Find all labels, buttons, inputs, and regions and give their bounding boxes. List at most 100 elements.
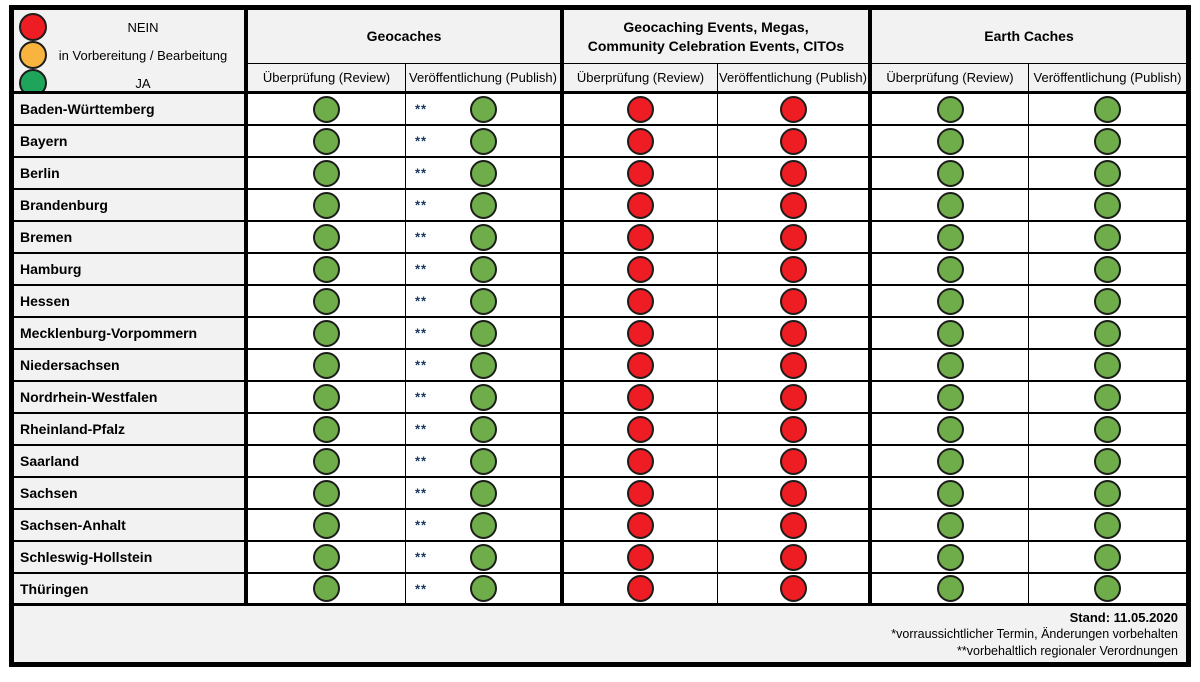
status-cell bbox=[248, 446, 406, 478]
status-cell: ** bbox=[406, 222, 564, 254]
legend-item-ja: JA bbox=[19, 69, 239, 91]
green-status-icon bbox=[936, 351, 964, 379]
status-cell bbox=[718, 126, 872, 158]
status-cell bbox=[564, 94, 718, 126]
footnote-marker: ** bbox=[415, 101, 428, 117]
status-cell: ** bbox=[406, 510, 564, 542]
green-status-icon bbox=[469, 479, 497, 507]
status-cell bbox=[248, 94, 406, 126]
orange-status-icon bbox=[19, 41, 47, 69]
red-status-icon bbox=[627, 255, 654, 283]
status-cell bbox=[718, 574, 872, 606]
green-status-icon bbox=[1094, 351, 1121, 379]
status-cell: ** bbox=[406, 286, 564, 318]
state-name: Schleswig-Hollstein bbox=[14, 542, 248, 574]
green-status-icon bbox=[469, 415, 497, 443]
status-cell: ** bbox=[406, 350, 564, 382]
status-cell bbox=[564, 222, 718, 254]
status-cell bbox=[872, 286, 1029, 318]
status-cell bbox=[718, 478, 872, 510]
state-name: Brandenburg bbox=[14, 190, 248, 222]
status-cell bbox=[718, 222, 872, 254]
red-status-icon bbox=[779, 415, 807, 443]
status-cell bbox=[1029, 222, 1186, 254]
red-status-icon bbox=[779, 543, 807, 571]
status-cell bbox=[564, 574, 718, 606]
red-status-icon bbox=[779, 319, 807, 347]
status-cell: ** bbox=[406, 446, 564, 478]
red-status-icon bbox=[627, 479, 654, 507]
status-cell: ** bbox=[406, 158, 564, 190]
state-name: Hessen bbox=[14, 286, 248, 318]
status-cell bbox=[1029, 94, 1186, 126]
footnote-marker: ** bbox=[415, 421, 428, 437]
green-status-icon bbox=[936, 287, 964, 315]
status-cell bbox=[564, 158, 718, 190]
green-status-icon bbox=[936, 127, 964, 155]
state-name: Nordrhein-Westfalen bbox=[14, 382, 248, 414]
green-status-icon bbox=[936, 319, 964, 347]
footnote-marker: ** bbox=[415, 325, 428, 341]
status-cell bbox=[564, 446, 718, 478]
red-status-icon bbox=[627, 127, 654, 155]
red-status-icon bbox=[627, 415, 654, 443]
green-status-icon bbox=[469, 127, 497, 155]
status-cell bbox=[872, 222, 1029, 254]
red-status-icon bbox=[627, 543, 654, 571]
red-status-icon bbox=[779, 351, 807, 379]
green-status-icon bbox=[1094, 287, 1121, 315]
footnote-marker: ** bbox=[415, 357, 428, 373]
status-cell bbox=[248, 478, 406, 510]
status-cell: ** bbox=[406, 190, 564, 222]
red-status-icon bbox=[779, 479, 807, 507]
subheader-events-review: Überprüfung (Review) bbox=[564, 64, 718, 94]
status-cell: ** bbox=[406, 94, 564, 126]
red-status-icon bbox=[19, 13, 47, 41]
status-cell bbox=[718, 446, 872, 478]
footnote-marker: ** bbox=[415, 453, 428, 469]
green-status-icon bbox=[313, 383, 340, 411]
status-cell: ** bbox=[406, 254, 564, 286]
subheader-geocaches-review: Überprüfung (Review) bbox=[248, 64, 406, 94]
state-name: Rheinland-Pfalz bbox=[14, 414, 248, 446]
green-status-icon bbox=[313, 479, 340, 507]
status-cell bbox=[248, 254, 406, 286]
status-cell bbox=[248, 414, 406, 446]
green-status-icon bbox=[469, 159, 497, 187]
status-cell: ** bbox=[406, 542, 564, 574]
status-cell bbox=[872, 126, 1029, 158]
green-status-icon bbox=[313, 95, 340, 123]
status-cell: ** bbox=[406, 478, 564, 510]
status-cell bbox=[248, 286, 406, 318]
status-cell bbox=[564, 350, 718, 382]
status-cell bbox=[564, 382, 718, 414]
green-status-icon bbox=[1094, 255, 1121, 283]
legend-label: JA bbox=[135, 75, 151, 91]
red-status-icon bbox=[779, 383, 807, 411]
green-status-icon bbox=[469, 223, 497, 251]
status-cell bbox=[872, 510, 1029, 542]
red-status-icon bbox=[779, 575, 807, 602]
status-cell bbox=[564, 414, 718, 446]
green-status-icon bbox=[469, 575, 497, 602]
green-status-icon bbox=[936, 415, 964, 443]
green-status-icon bbox=[469, 191, 497, 219]
green-status-icon bbox=[936, 223, 964, 251]
status-cell bbox=[564, 510, 718, 542]
status-cell bbox=[1029, 158, 1186, 190]
green-status-icon bbox=[469, 95, 497, 123]
green-status-icon bbox=[936, 479, 964, 507]
green-status-icon bbox=[1094, 415, 1121, 443]
status-cell bbox=[248, 222, 406, 254]
green-status-icon bbox=[936, 447, 964, 475]
footnote-marker: ** bbox=[415, 581, 428, 596]
red-status-icon bbox=[779, 255, 807, 283]
column-group-events: Geocaching Events, Megas, Community Cele… bbox=[564, 10, 872, 64]
status-cell bbox=[1029, 190, 1186, 222]
status-cell bbox=[718, 254, 872, 286]
green-status-icon bbox=[469, 319, 497, 347]
green-status-icon bbox=[1094, 319, 1121, 347]
red-status-icon bbox=[627, 447, 654, 475]
subheader-geocaches-publish: Veröffentlichung (Publish) bbox=[406, 64, 564, 94]
status-cell bbox=[718, 350, 872, 382]
